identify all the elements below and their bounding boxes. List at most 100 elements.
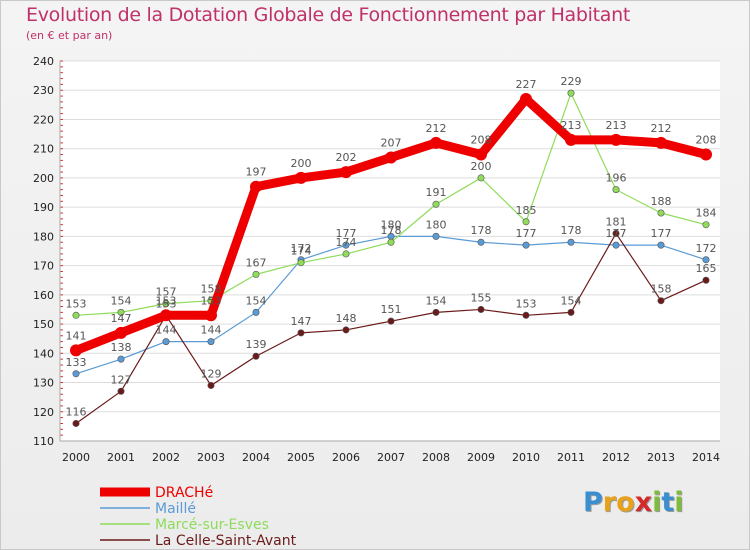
data-point [297,329,305,337]
data-label: 202 [336,151,357,164]
data-label: 212 [426,122,447,135]
data-label: 181 [606,215,627,228]
y-tick-label: 210 [33,143,54,156]
data-point [565,133,577,146]
proxiti-logo: Proxiti [583,487,684,518]
x-tick-label: 2009 [467,451,495,464]
data-label: 153 [201,294,222,307]
data-label: 174 [336,236,357,249]
x-tick-label: 2001 [107,451,135,464]
y-tick-label: 240 [33,55,54,68]
x-tick-label: 2011 [557,451,585,464]
data-point [252,270,260,278]
chart-title: Evolution de la Dotation Globale de Fonc… [26,4,631,26]
data-point [432,200,440,208]
data-point [117,308,125,316]
data-point [72,419,80,427]
data-point [432,308,440,316]
data-label: 180 [381,218,402,231]
data-point [657,241,665,249]
x-tick-label: 2012 [602,451,630,464]
data-point [162,300,170,308]
data-label: 153 [66,297,87,310]
data-label: 153 [516,297,537,310]
data-label: 116 [66,405,87,418]
data-label: 213 [606,119,627,132]
y-tick-label: 150 [33,318,54,331]
x-tick-label: 2004 [242,451,270,464]
data-point [160,309,172,322]
data-label: 153 [156,297,177,310]
y-tick-label: 120 [33,406,54,419]
data-point [612,229,620,237]
data-label: 154 [561,294,582,307]
data-point [610,133,622,146]
data-point [475,148,487,161]
data-point [477,174,485,182]
data-label: 129 [201,367,222,380]
y-tick-label: 200 [33,172,54,185]
legend-label: Marcé-sur-Esves [155,517,269,533]
data-label: 144 [201,324,222,337]
data-point [387,317,395,325]
data-label: 172 [696,242,717,255]
y-tick-label: 160 [33,289,54,302]
data-point [252,308,260,316]
data-label: 167 [246,256,267,269]
data-label: 144 [156,324,177,337]
data-label: 158 [201,283,222,296]
data-point [702,221,710,229]
data-label: 154 [426,294,447,307]
legend-label: DRACHé [155,485,213,501]
data-point [342,250,350,258]
data-point [477,305,485,313]
data-label: 158 [651,283,672,296]
data-label: 191 [426,186,447,199]
data-label: 141 [66,329,87,342]
x-tick-label: 2006 [332,451,360,464]
data-point [115,326,127,339]
logo-letter: r [602,487,617,518]
data-label: 180 [426,218,447,231]
data-label: 172 [291,242,312,255]
x-tick-label: 2000 [62,451,90,464]
data-point [205,309,217,322]
logo-letter: t [661,487,675,518]
data-label: 208 [696,134,717,147]
data-point [657,297,665,305]
data-label: 148 [336,312,357,325]
data-label: 178 [471,224,492,237]
data-label: 185 [516,204,537,217]
data-point [207,381,215,389]
data-label: 178 [381,224,402,237]
data-point [567,308,575,316]
data-point [72,370,80,378]
data-label: 212 [651,122,672,135]
data-label: 229 [561,75,582,88]
data-label: 207 [381,136,402,149]
data-label: 196 [606,172,627,185]
data-label: 177 [336,227,357,240]
data-point [567,238,575,246]
logo-letter: i [674,487,684,518]
data-point [342,241,350,249]
y-tick-label: 180 [33,230,54,243]
logo-letter: P [583,487,603,518]
data-point [567,89,575,97]
plot-area [60,61,720,441]
legend-label: Maillé [155,501,196,517]
data-label: 151 [381,303,402,316]
data-label: 154 [246,294,267,307]
data-point [297,259,305,267]
data-label: 139 [246,338,267,351]
data-point [522,241,530,249]
data-point [385,151,397,164]
data-label: 208 [471,134,492,147]
data-label: 157 [156,286,177,299]
x-tick-label: 2010 [512,451,540,464]
data-label: 177 [651,227,672,240]
y-tick-label: 110 [33,435,54,448]
x-tick-label: 2003 [197,451,225,464]
data-point [207,338,215,346]
data-label: 174 [291,245,312,258]
